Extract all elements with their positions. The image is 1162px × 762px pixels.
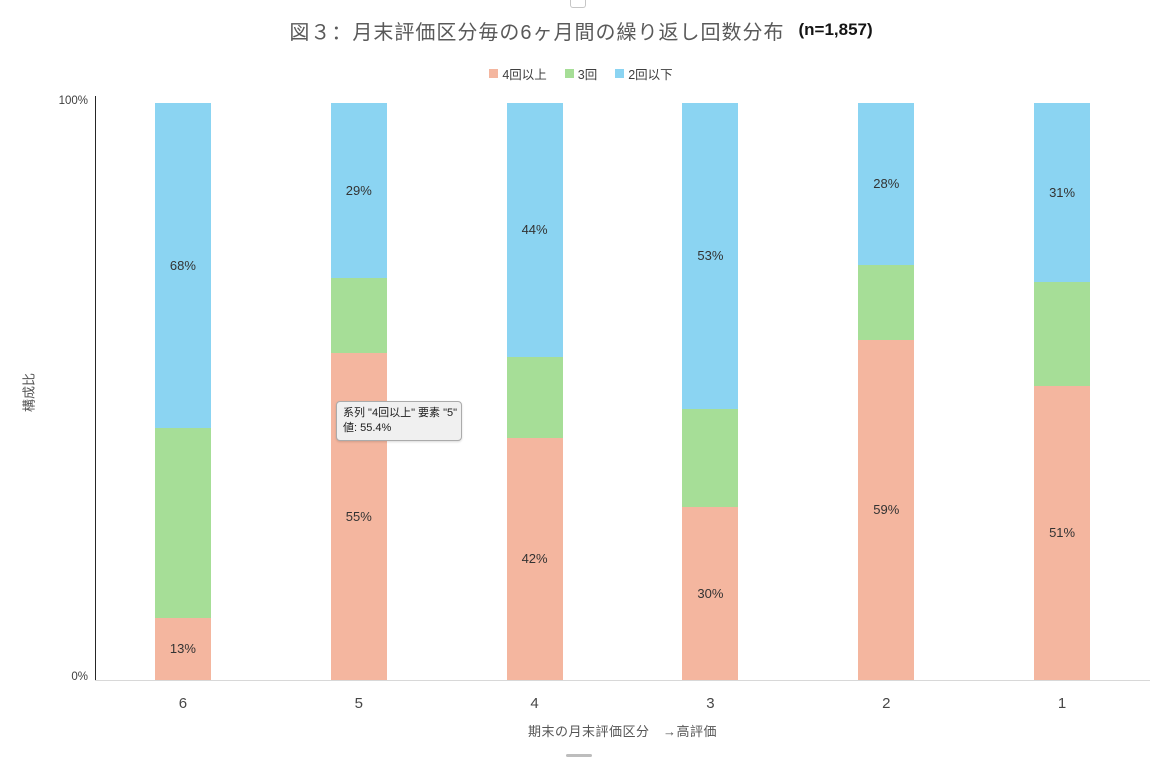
segment-2回以下-3[interactable]: 53% <box>682 103 739 409</box>
y-axis-line <box>95 96 96 680</box>
data-label: 59% <box>873 502 900 518</box>
legend-item-3[interactable]: 2回以下 <box>615 64 673 83</box>
chart-title-sample-size: (n=1,857) <box>798 20 873 39</box>
segment-2回以下-2[interactable]: 28% <box>858 103 915 265</box>
legend-swatch-icon <box>489 68 499 78</box>
segment-3回-5[interactable] <box>330 278 387 354</box>
segment-3回-2[interactable] <box>858 264 915 340</box>
segment-4回以上-2[interactable]: 59% <box>858 339 915 680</box>
data-label: 28% <box>873 176 900 192</box>
x-axis-line <box>95 680 1150 681</box>
category-label-5: 5 <box>354 695 363 712</box>
datapoint-tooltip: 系列 "4回以上" 要素 "5" 値: 55.4% <box>336 401 462 441</box>
legend-label: 4回以上 <box>502 67 547 82</box>
y-axis-title: 構成比 <box>21 373 37 413</box>
data-label: 31% <box>1049 184 1076 200</box>
data-label: 51% <box>1049 525 1076 541</box>
legend-swatch-icon <box>564 68 574 78</box>
segment-3回-6[interactable] <box>154 428 211 618</box>
segment-3回-3[interactable] <box>682 408 739 507</box>
plot-area: 13% 68% 55% 29% 42% 44% 30% 53% 59% 28% 51% 31% <box>95 103 1150 680</box>
data-label: 55% <box>345 509 372 525</box>
segment-2回以下-5[interactable]: 29% <box>330 103 387 279</box>
segment-4回以上-1[interactable]: 51% <box>1034 385 1091 680</box>
chart-selection-handle-bottom[interactable] <box>566 754 592 757</box>
data-label: 42% <box>521 551 548 567</box>
segment-3回-4[interactable] <box>506 356 563 438</box>
legend-item-1[interactable]: 4回以上 <box>489 64 547 83</box>
legend: 4回以上 3回 2回以下 <box>0 63 1162 83</box>
category-label-4: 4 <box>530 695 539 712</box>
bar-4: 42% 44% <box>506 103 563 680</box>
segment-4回以上-3[interactable]: 30% <box>682 506 739 680</box>
category-label-6: 6 <box>178 695 188 712</box>
data-label: 44% <box>521 222 548 238</box>
data-label: 53% <box>697 248 724 264</box>
segment-4回以上-4[interactable]: 42% <box>506 437 563 680</box>
category-label-1: 1 <box>1057 695 1067 712</box>
bar-2: 59% 28% <box>858 103 915 680</box>
x-axis-title: 期末の月末評価区分 →高評価 <box>527 724 717 739</box>
category-label-2: 2 <box>882 695 891 712</box>
bar-5: 55% 29% <box>330 103 387 680</box>
segment-4回以上-6[interactable]: 13% <box>154 617 211 680</box>
legend-label: 3回 <box>577 67 598 82</box>
legend-item-2[interactable]: 3回 <box>564 64 598 83</box>
segment-2回以下-4[interactable]: 44% <box>506 103 563 357</box>
bar-3: 30% 53% <box>682 103 739 680</box>
bar-1: 51% 31% <box>1034 103 1091 680</box>
data-label: 13% <box>169 641 196 657</box>
data-label: 29% <box>345 183 372 199</box>
chart-title-row: 図３：月末評価区分毎の6ヶ月間の繰り返し回数分布 (n=1,857) <box>0 14 1162 46</box>
segment-3回-1[interactable] <box>1034 281 1091 386</box>
data-label: 30% <box>697 585 724 601</box>
segment-2回以下-1[interactable]: 31% <box>1034 103 1091 282</box>
tooltip-series-element: 系列 "4回以上" 要素 "5" <box>343 407 458 419</box>
segment-2回以下-6[interactable]: 68% <box>154 103 211 429</box>
chart-title: 図３：月末評価区分毎の6ヶ月間の繰り返し回数分布 <box>289 21 785 44</box>
legend-label: 2回以下 <box>628 67 673 82</box>
bar-6: 13% 68% <box>154 103 211 680</box>
category-label-3: 3 <box>706 695 715 712</box>
y-axis-tick-0: 0% <box>71 671 88 683</box>
data-label: 68% <box>169 258 196 274</box>
tooltip-value: 値: 55.4% <box>343 422 392 434</box>
chart-selection-handle-top[interactable] <box>570 0 586 8</box>
legend-swatch-icon <box>615 68 625 78</box>
y-axis-tick-100: 100% <box>58 95 88 107</box>
